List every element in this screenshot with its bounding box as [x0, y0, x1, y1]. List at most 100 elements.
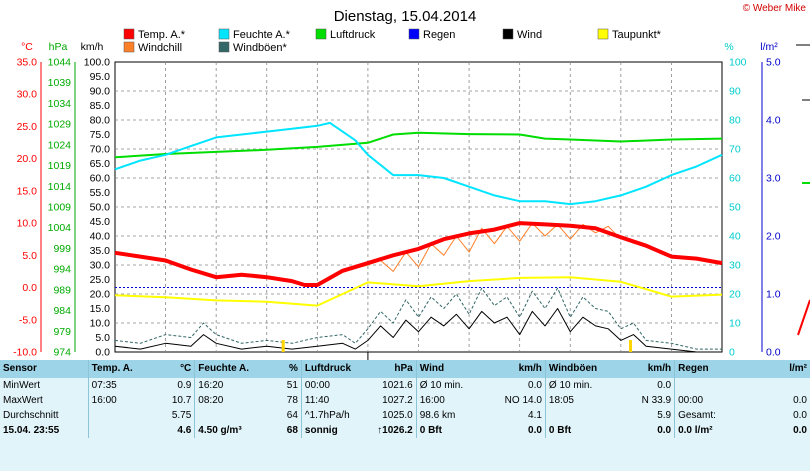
- stats-cell: 0.0: [528, 380, 542, 391]
- stats-cell: 64: [286, 410, 298, 421]
- axis-labels: °C hPa km/h% l/m²: [21, 41, 778, 53]
- axis-tick-wind: 10.0: [90, 318, 111, 330]
- axis-tick-temp: 0.0: [22, 282, 37, 294]
- watermark: © Weber Mike: [742, 3, 806, 14]
- stats-cell: [87, 408, 150, 423]
- axis-tick-pressure: 1014: [48, 181, 72, 193]
- chart-legend: Temp. A.* Feuchte A.* Luftdruck Regen Wind Ta…: [123, 28, 662, 54]
- axis-tick-rain: 4.0: [766, 115, 781, 127]
- stats-cell: 00:00: [300, 378, 363, 393]
- axis-tick-temp: 10.0: [17, 218, 38, 230]
- axis-tick-wind: 95.0: [90, 71, 111, 83]
- stats-cell: %: [256, 360, 302, 378]
- axis-tick-temp: -10.0: [13, 347, 37, 359]
- legend-swatch: [408, 28, 420, 40]
- axis-tick-wind: 90.0: [90, 86, 111, 98]
- legend-swatch: [218, 28, 230, 40]
- axis-tick-wind: 40.0: [90, 231, 111, 243]
- axis-tick-pressure: 1034: [48, 98, 72, 110]
- axis-label-humidity: %: [724, 41, 733, 53]
- stats-cell: 4.50 g/m³: [194, 423, 257, 438]
- stats-cell: Sensor: [0, 360, 89, 378]
- axis-tick-wind: 85.0: [90, 100, 111, 112]
- series-line-feuchte-a: [114, 121, 723, 206]
- axis-tick-wind: 30.0: [90, 260, 111, 272]
- stats-cell: Wind: [415, 360, 493, 378]
- stats-cell: 5.75: [171, 410, 192, 421]
- x-tick-label: 08:00: [304, 358, 330, 361]
- stats-cell: km/h: [621, 360, 675, 378]
- legend-swatch: [597, 28, 609, 40]
- chart-grid: [114, 61, 723, 353]
- stats-cell: 0.0: [657, 425, 672, 436]
- axis-tick-temp: 35.0: [17, 57, 38, 69]
- series-line-windb-en: [114, 287, 722, 350]
- axis-label-wind: km/h: [81, 41, 104, 53]
- axis-tick-temp: 15.0: [17, 185, 38, 197]
- stats-cell: 78: [286, 395, 298, 406]
- stats-cell: Feuchte A.: [194, 360, 257, 378]
- stats-cell: 08:20: [194, 393, 257, 408]
- stats-cell: 07:35: [87, 378, 150, 393]
- stats-cell: km/h: [492, 360, 546, 378]
- axis-tick-rain: 0.0: [766, 347, 781, 359]
- x-tick-label: 18:00: [557, 358, 583, 361]
- legend-label: Wind: [517, 29, 542, 41]
- legend-label: Windchill: [138, 42, 182, 54]
- axis-tick-pressure: 1044: [48, 57, 72, 69]
- legend-label: Regen: [423, 29, 455, 41]
- stats-cell: [544, 408, 622, 423]
- stats-cell: 0.0: [793, 410, 807, 421]
- axis-tick-temp: 20.0: [17, 153, 38, 165]
- legend-label: Taupunkt*: [612, 29, 662, 41]
- x-tick-label: 16:00: [507, 358, 533, 361]
- stats-row: Durchschnitt 5.75 64 ^1.7hPa/h 1025.0 98.6 km…: [0, 408, 810, 423]
- stats-cell: [674, 378, 759, 393]
- legend-swatch: [123, 28, 135, 40]
- stats-cell: MinWert: [3, 380, 41, 391]
- axis-tick-humidity: 40: [729, 231, 741, 243]
- axis-tick-wind: 0.0: [95, 347, 110, 359]
- legend-swatch: [315, 28, 327, 40]
- stats-cell: N 33.9: [641, 395, 672, 406]
- stats-cell: 0.0: [657, 380, 672, 391]
- stats-cell: sonnig: [300, 423, 363, 438]
- edge-decoration: [797, 299, 810, 336]
- chart-series: [114, 121, 723, 353]
- stats-cell: 1025.0: [382, 410, 413, 421]
- x-tick-label: 22:00: [658, 358, 684, 361]
- stats-cell: 1027.2: [382, 395, 413, 406]
- axis-tick-temp: 30.0: [17, 89, 38, 101]
- axis-tick-wind: 55.0: [90, 187, 111, 199]
- stats-cell: °C: [149, 360, 195, 378]
- stats-cell: Ø 10 min.: [544, 378, 622, 393]
- axis-tick-wind: 60.0: [90, 173, 111, 185]
- axis-tick-rain: 5.0: [766, 57, 781, 69]
- axis-tick-temp: 25.0: [17, 121, 38, 133]
- stats-row: MaxWert 16:00 10.7 08:20 78 11:40 1027.2 16:00 N…: [0, 393, 810, 408]
- axis-tick-wind: 80.0: [90, 115, 111, 127]
- axis-tick-humidity: 10: [729, 318, 741, 330]
- stats-cell: [194, 408, 257, 423]
- stats-cell: Regen: [674, 360, 759, 378]
- stats-cell: 5.9: [657, 410, 672, 421]
- stats-cell: Windböen: [544, 360, 622, 378]
- series-line-luftdruck: [114, 131, 723, 159]
- axis-tick-humidity: 90: [729, 86, 741, 98]
- stats-cell: [87, 423, 150, 438]
- axis-tick-wind: 25.0: [90, 274, 111, 286]
- axis-tick-temp: 5.0: [22, 250, 37, 262]
- axis-tick-wind: 65.0: [90, 158, 111, 170]
- series-line-temp-a: [114, 221, 723, 287]
- legend-label: Temp. A.*: [138, 29, 186, 41]
- stats-cell: 0.9: [177, 380, 192, 391]
- legend-label: Luftdruck: [330, 29, 376, 41]
- stats-cell: 11:40: [300, 393, 363, 408]
- stats-cell: 4.1: [528, 410, 542, 421]
- x-tick-label: 14:00: [456, 358, 482, 361]
- series-line-windchill: [317, 222, 622, 286]
- series-line-taupunkt: [114, 276, 723, 307]
- stats-cell: [759, 378, 810, 393]
- stats-cell: ^1.7hPa/h: [300, 408, 363, 423]
- legend-label: Feuchte A.*: [233, 29, 291, 41]
